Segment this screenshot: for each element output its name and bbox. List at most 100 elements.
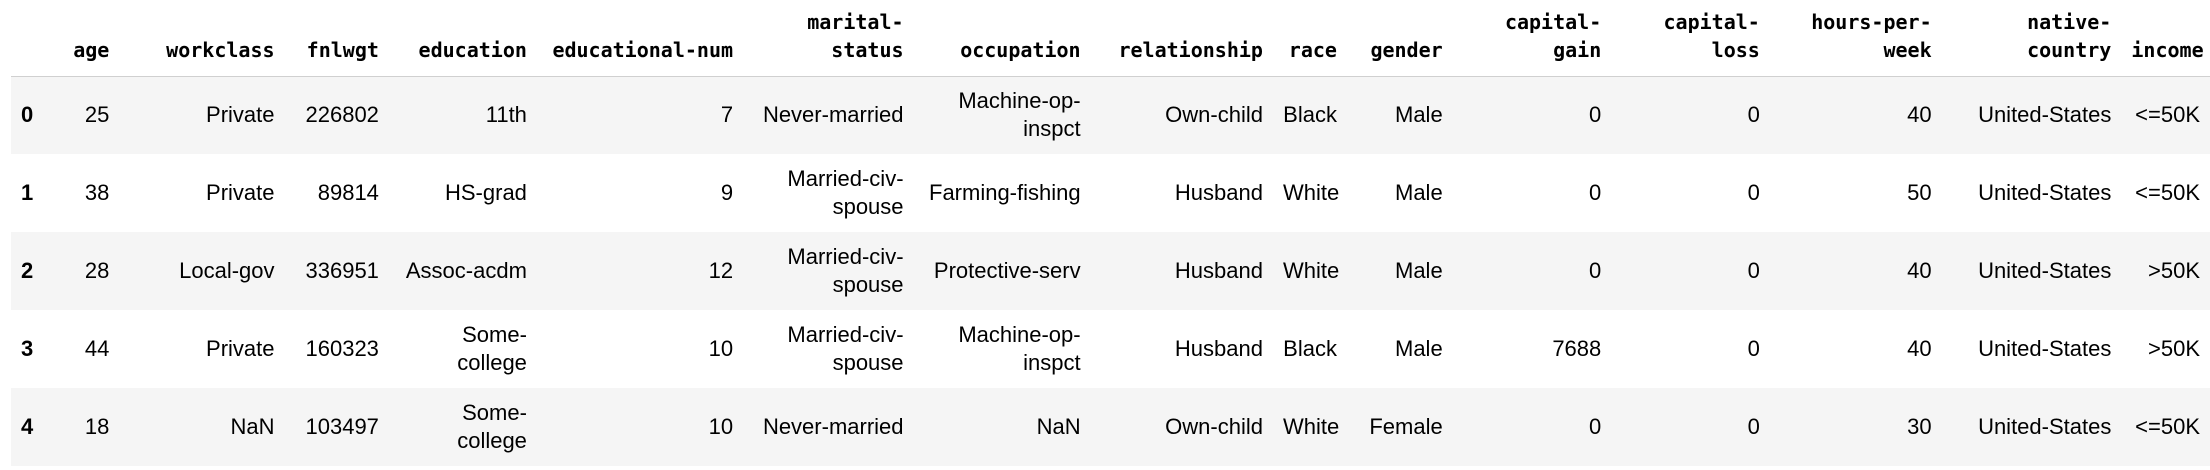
cell-education: HS-grad <box>445 180 527 205</box>
column-header-native-country: native-country <box>1941 0 2122 77</box>
column-header-relationship: relationship <box>1090 0 1273 77</box>
cell-race: Black <box>1283 336 1337 361</box>
column-header-fnlwgt: fnlwgt <box>284 0 389 77</box>
row-index: 0 <box>21 102 34 128</box>
index-header <box>11 0 59 77</box>
cell-educational-num: 9 <box>720 180 734 205</box>
column-header-gender: gender <box>1346 0 1453 77</box>
cell-gender: Female <box>1369 414 1443 439</box>
row-index: 1 <box>21 180 34 205</box>
cell-age: 25 <box>84 102 110 128</box>
cell-education: Some-college <box>457 322 527 375</box>
column-header-capital-gain: capital-gain <box>1452 0 1612 77</box>
cell-capital-gain: 0 <box>1589 414 1602 439</box>
cell-capital-gain: 0 <box>1589 102 1602 128</box>
cell-native-country: United-States <box>1978 102 2112 128</box>
cell-capital-loss: 0 <box>1747 336 1760 361</box>
cell-educational-num: 10 <box>708 336 734 361</box>
cell-fnlwgt: 89814 <box>317 180 379 205</box>
cell-workclass: Local-gov <box>179 258 275 283</box>
cell-marital-status: Never-married <box>762 414 904 439</box>
cell-capital-gain: 7688 <box>1552 336 1602 361</box>
cell-race: White <box>1282 180 1340 205</box>
cell-marital-status: Never-married <box>762 102 904 128</box>
cell-fnlwgt: 160323 <box>305 336 379 361</box>
cell-marital-status: Married-civ-spouse <box>787 244 904 297</box>
cell-occupation: Machine-op-inspct <box>958 88 1081 142</box>
cell-relationship: Husband <box>1174 258 1263 283</box>
cell-capital-gain: 0 <box>1589 258 1602 283</box>
cell-native-country: United-States <box>1978 258 2112 283</box>
cell-gender: Male <box>1395 258 1443 283</box>
cell-race: White <box>1282 414 1340 439</box>
cell-hours-per-week: 40 <box>1907 336 1932 361</box>
header-row: age workclass fnlwgt education education… <box>11 0 2210 77</box>
row-index: 2 <box>21 258 34 283</box>
cell-marital-status: Married-civ-spouse <box>787 322 904 375</box>
cell-educational-num: 10 <box>708 414 734 439</box>
cell-relationship: Own-child <box>1165 102 1263 128</box>
cell-educational-num: 7 <box>720 102 734 128</box>
column-header-hours-per-week: hours-per-week <box>1769 0 1942 77</box>
cell-education: 11th <box>485 102 527 128</box>
cell-education: Some-college <box>457 400 527 453</box>
cell-occupation: NaN <box>1036 414 1081 439</box>
cell-income: <=50K <box>2135 180 2200 205</box>
cell-income: <=50K <box>2135 102 2200 128</box>
column-header-education: education <box>388 0 537 77</box>
cell-capital-gain: 0 <box>1589 180 1602 205</box>
cell-relationship: Husband <box>1174 336 1263 361</box>
table-row: 0 25 Private 226802 11th 7 Never-married… <box>11 76 2210 154</box>
cell-race: Black <box>1283 102 1337 128</box>
cell-capital-loss: 0 <box>1747 180 1760 205</box>
cell-native-country: United-States <box>1978 180 2112 205</box>
table-header: age workclass fnlwgt education education… <box>11 0 2210 77</box>
column-header-workclass: workclass <box>119 0 285 77</box>
table-row: 3 44 Private 160323 Some-college 10 Marr… <box>11 310 2210 388</box>
cell-capital-loss: 0 <box>1747 102 1760 128</box>
cell-hours-per-week: 30 <box>1907 414 1932 439</box>
column-header-race: race <box>1272 0 1347 77</box>
cell-workclass: NaN <box>230 414 275 439</box>
cell-capital-loss: 0 <box>1747 414 1760 439</box>
table-row: 2 28 Local-gov 336951 Assoc-acdm 12 Marr… <box>11 232 2210 310</box>
table-row: 4 18 NaN 103497 Some-college 10 Never-ma… <box>11 388 2210 466</box>
cell-relationship: Own-child <box>1165 414 1263 439</box>
cell-workclass: Private <box>206 180 275 205</box>
row-index: 3 <box>21 336 34 361</box>
cell-hours-per-week: 40 <box>1907 102 1932 128</box>
cell-occupation: Protective-serv <box>933 258 1081 283</box>
column-header-occupation: occupation <box>913 0 1091 77</box>
cell-occupation: Machine-op-inspct <box>958 322 1081 375</box>
cell-hours-per-week: 50 <box>1907 180 1932 205</box>
table-body: 0 25 Private 226802 11th 7 Never-married… <box>11 76 2210 466</box>
table-row: 1 38 Private 89814 HS-grad 9 Married-civ… <box>11 154 2210 232</box>
cell-occupation: Farming-fishing <box>929 180 1081 205</box>
column-header-marital-status: marital-status <box>743 0 914 77</box>
cell-fnlwgt: 103497 <box>305 414 379 439</box>
cell-native-country: United-States <box>1978 336 2112 361</box>
cell-gender: Male <box>1395 102 1443 128</box>
column-header-income: income <box>2121 0 2210 77</box>
cell-fnlwgt: 336951 <box>305 258 379 283</box>
cell-workclass: Private <box>206 336 275 361</box>
cell-age: 18 <box>84 414 110 439</box>
cell-race: White <box>1282 258 1340 283</box>
column-header-educational-num: educational-num <box>536 0 744 77</box>
row-index: 4 <box>21 414 34 439</box>
column-header-age: age <box>58 0 120 77</box>
dataframe-table: age workclass fnlwgt education education… <box>11 0 2210 466</box>
cell-workclass: Private <box>206 102 275 128</box>
cell-income: <=50K <box>2135 414 2200 439</box>
cell-gender: Male <box>1395 336 1443 361</box>
cell-native-country: United-States <box>1978 414 2112 439</box>
cell-gender: Male <box>1395 180 1443 205</box>
column-header-capital-loss: capital-loss <box>1611 0 1770 77</box>
cell-capital-loss: 0 <box>1747 258 1760 283</box>
cell-fnlwgt: 226802 <box>305 102 379 128</box>
cell-hours-per-week: 40 <box>1907 258 1932 283</box>
cell-age: 44 <box>84 336 110 361</box>
cell-age: 38 <box>84 180 110 205</box>
cell-education: Assoc-acdm <box>405 258 527 283</box>
